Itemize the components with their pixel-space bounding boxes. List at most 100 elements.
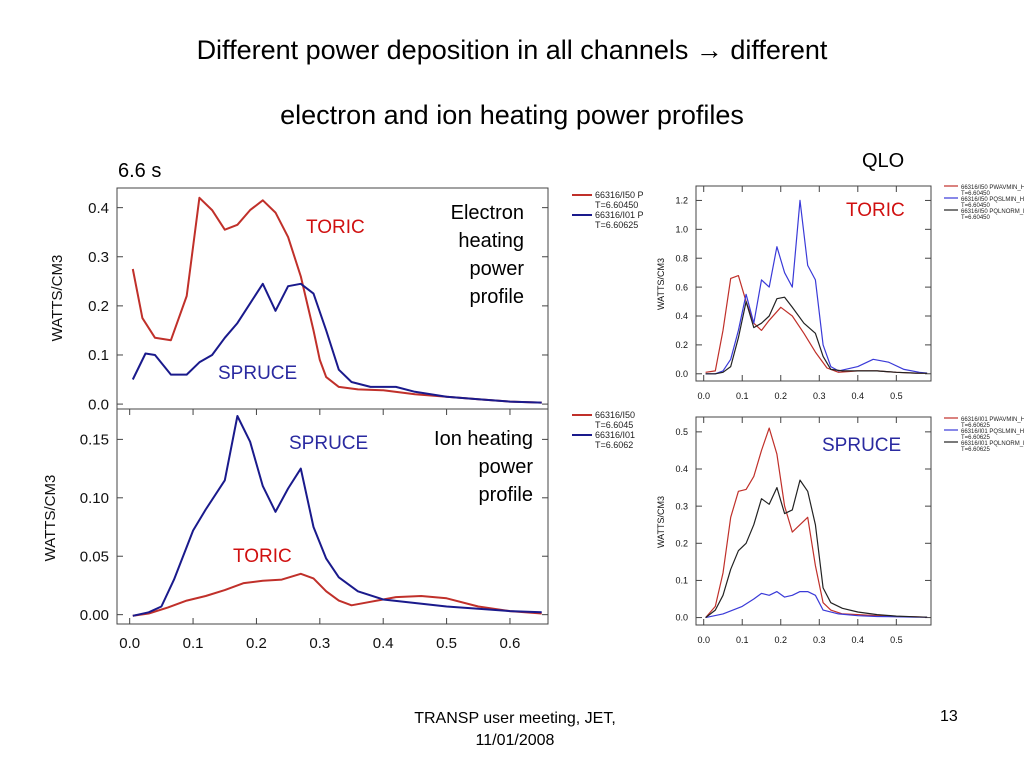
ion_qlo-ytick-label: 0.3 (675, 501, 688, 511)
ion_qlo-series-pqlnorm_h (705, 479, 928, 619)
ion_main-legend-entry: T=6.6062 (595, 440, 633, 450)
electron_qlo-xtick-label: 0.5 (890, 391, 903, 401)
ion_qlo-series-pwavmin_h (705, 427, 928, 618)
ion_qlo-xtick-label: 0.2 (774, 635, 787, 645)
ion_qlo-ytick-label: 0.4 (675, 464, 688, 474)
ion_main-ylabel: WATTS/CM3 (42, 475, 59, 562)
slide-title-line2: electron and ion heating power profiles (280, 100, 744, 130)
electron-desc-line: profile (469, 286, 524, 308)
footer: TRANSP user meeting, JET, 11/01/2008 (380, 708, 650, 752)
ion_qlo-xtick-label: 0.5 (890, 635, 903, 645)
electron_qlo-legend-entry: T=6.60450 (961, 191, 991, 197)
electron_qlo-legend-entry: T=6.60450 (961, 215, 991, 221)
electron_qlo-ytick-label: 0.2 (675, 340, 688, 350)
ion_main-legend-entry: 66316/I50 (595, 410, 635, 420)
electron-description: Electron heating power profile (400, 199, 524, 311)
electron_qlo-frame (695, 185, 932, 382)
electron_main-ytick-label: 0.0 (88, 396, 109, 413)
electron-desc-line: Electron (450, 202, 524, 224)
ion_qlo-xtick-label: 0.0 (697, 635, 710, 645)
electron_qlo-legend-entry: 66316/I50 PQSLMIN_H (961, 197, 1024, 203)
electron-desc-line: heating (458, 230, 524, 252)
electron_main-ytick-label: 0.1 (88, 347, 109, 364)
ion_main-ytick-label: 0.10 (80, 490, 109, 507)
electron_main-annotation: SPRUCE (218, 363, 297, 384)
ion_main-ytick-label: 0.00 (80, 607, 109, 624)
ion_main-xtick-label: 0.6 (500, 635, 521, 652)
electron_qlo-xtick-label: 0.2 (774, 391, 787, 401)
ion_main-xtick-label: 0.3 (309, 635, 330, 652)
electron_main-ytick-label: 0.4 (88, 200, 109, 217)
ion_qlo-legend-entry: T=6.60625 (961, 423, 991, 429)
electron_main-legend-entry: T=6.60450 (595, 200, 638, 210)
electron_main-annotation: TORIC (306, 217, 365, 238)
electron_qlo-ylabel: WATTS/CM3 (656, 258, 666, 310)
electron_main-ylabel: WATTS/CM3 (49, 255, 66, 342)
ion_qlo-annotation: SPRUCE (822, 435, 901, 456)
ion_qlo-legend-entry: T=6.60625 (961, 435, 991, 441)
electron_qlo-ytick-label: 0.0 (675, 369, 688, 379)
ion_qlo-legend-entry: 66316/I01 PQLNORM_H (961, 441, 1024, 447)
ion_main-series-toric (132, 572, 542, 617)
electron_qlo-legend-entry: T=6.60450 (961, 203, 991, 209)
electron_qlo-ytick-label: 0.8 (675, 253, 688, 263)
electron_qlo-series-pqslmin_h (705, 199, 928, 375)
ion_qlo-ytick-label: 0.0 (675, 613, 688, 623)
qlo-label: QLO (862, 150, 905, 172)
electron_main-legend-entry: 66316/I01 P (595, 210, 644, 220)
electron_qlo-ytick-label: 1.2 (675, 196, 688, 206)
electron_qlo-ytick-label: 1.0 (675, 224, 688, 234)
ion_main-ytick-label: 0.15 (80, 432, 109, 449)
slide-title-line1: Different power deposition in all channe… (196, 35, 828, 65)
ion_main-xtick-label: 0.2 (246, 635, 267, 652)
ion_main-legend-entry: 66316/I01 (595, 430, 635, 440)
ion-description: Ion heating power profile (388, 425, 533, 509)
ion_qlo-series-pqslmin_h (705, 590, 928, 619)
electron_qlo-annotation: TORIC (846, 200, 905, 221)
ion_main-series-spruce (132, 415, 542, 617)
electron_qlo-legend-entry: 66316/I50 PQLNORM_H (961, 209, 1024, 215)
ion_qlo-ytick-label: 0.1 (675, 576, 688, 586)
electron_qlo-xtick-label: 0.4 (852, 391, 865, 401)
ion_qlo-frame (695, 416, 932, 626)
ion_qlo-xtick-label: 0.1 (736, 635, 749, 645)
ion-desc-line: Ion heating (434, 428, 533, 450)
ion_main-ytick-label: 0.05 (80, 548, 109, 565)
ion_qlo-legend-entry: T=6.60625 (961, 447, 991, 453)
electron_main-ytick-label: 0.2 (88, 298, 109, 315)
electron_main-legend-entry: T=6.60625 (595, 220, 638, 230)
electron_main-legend-entry: 66316/I50 P (595, 190, 644, 200)
ion_main-xtick-label: 0.4 (373, 635, 394, 652)
electron-desc-line: power (469, 258, 524, 280)
ion_qlo-xtick-label: 0.3 (813, 635, 826, 645)
ion_qlo-xtick-label: 0.4 (852, 635, 865, 645)
ion_main-frame (116, 408, 549, 625)
ion-desc-line: profile (478, 484, 533, 506)
ion_main-xtick-label: 0.1 (183, 635, 204, 652)
footer-line1: TRANSP user meeting, JET, (414, 710, 616, 727)
electron_main-series-spruce (131, 282, 542, 404)
electron_qlo-series-pqlnorm_h (705, 296, 928, 375)
page-number: 13 (940, 708, 958, 725)
electron_qlo-xtick-label: 0.3 (813, 391, 826, 401)
electron_qlo-xtick-label: 0.0 (697, 391, 710, 401)
ion_qlo-ylabel: WATTS/CM3 (656, 496, 666, 548)
ion_main-legend-entry: T=6.6045 (595, 420, 633, 430)
ion_qlo-legend-entry: 66316/I01 PWAVMIN_H (961, 417, 1024, 423)
electron_qlo-legend-entry: 66316/I50 PWAVMIN_H (961, 185, 1024, 191)
electron_main-ytick-label: 0.3 (88, 249, 109, 266)
ion_qlo-ytick-label: 0.5 (675, 427, 688, 437)
ion-desc-line: power (478, 456, 533, 478)
ion_main-annotation: SPRUCE (289, 433, 368, 454)
ion_main-xtick-label: 0.0 (119, 635, 140, 652)
electron_qlo-ytick-label: 0.6 (675, 282, 688, 292)
time-label: 6.6 s (118, 160, 162, 182)
ion_qlo-legend-entry: 66316/I01 PQSLMIN_H (961, 429, 1024, 435)
electron_main-series-toric (131, 196, 542, 404)
ion_main-annotation: TORIC (233, 546, 292, 567)
ion_main-xtick-label: 0.5 (436, 635, 457, 652)
footer-line2: 11/01/2008 (475, 732, 555, 749)
electron_qlo-xtick-label: 0.1 (736, 391, 749, 401)
ion_qlo-ytick-label: 0.2 (675, 538, 688, 548)
